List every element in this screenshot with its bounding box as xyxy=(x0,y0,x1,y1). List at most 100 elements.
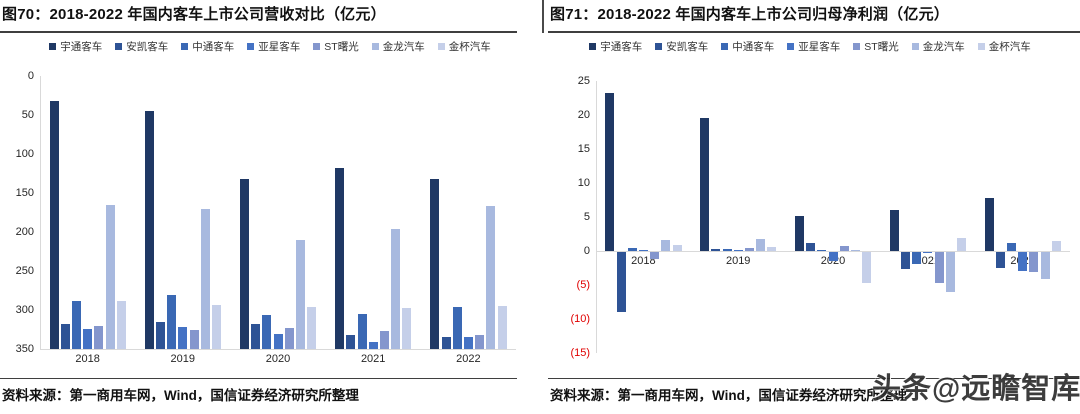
y-tick-label: 20 xyxy=(577,109,590,121)
bar xyxy=(155,322,165,349)
legend-item: 金杯汽车 xyxy=(437,39,491,54)
bar xyxy=(672,244,682,251)
source-note: 资料来源：第一商用车网，Wind，国信证券经济研究所整理 xyxy=(2,388,359,403)
bar xyxy=(144,111,154,349)
bar xyxy=(49,100,59,349)
x-tick-label: 2021 xyxy=(360,353,386,365)
bar xyxy=(794,215,804,251)
bar xyxy=(650,252,660,260)
legend-swatch-icon xyxy=(721,43,729,50)
y-tick-label: 200 xyxy=(15,226,34,238)
bar xyxy=(239,178,249,349)
legend-item: ST曙光 xyxy=(313,39,359,54)
bar xyxy=(756,238,766,251)
legend-label: ST曙光 xyxy=(864,41,899,53)
bar xyxy=(1040,252,1050,280)
legend-item: 金龙汽车 xyxy=(371,39,425,54)
x-tick-label: 2018 xyxy=(631,255,656,267)
bar xyxy=(178,327,188,349)
x-tick-label: 2021 xyxy=(915,255,941,267)
bar xyxy=(605,93,615,251)
legend-item: 金龙汽车 xyxy=(911,39,965,54)
legend-swatch-icon xyxy=(437,43,445,50)
legend-item: ST曙光 xyxy=(853,39,899,54)
legend-swatch-icon xyxy=(655,43,663,50)
bar xyxy=(638,250,648,251)
bar xyxy=(71,301,81,349)
bar xyxy=(722,248,732,251)
legend-item: 安凯客车 xyxy=(655,39,708,54)
legend-label: 宇通客车 xyxy=(600,41,643,53)
bar xyxy=(357,313,367,349)
x-axis-line xyxy=(596,251,1070,252)
legend: 宇通客车 安凯客车 中通客车 亚星客车 ST曙光 金龙汽车 金杯汽车 xyxy=(0,39,540,54)
legend-swatch-icon xyxy=(49,43,57,50)
legend-swatch-icon xyxy=(853,43,861,50)
bar xyxy=(346,334,356,349)
bar xyxy=(934,252,944,284)
bar xyxy=(273,334,283,349)
legend-label: 宇通客车 xyxy=(60,41,103,53)
legend-label: 亚星客车 xyxy=(798,41,841,53)
bar xyxy=(1051,240,1061,251)
legend-label: 安凯客车 xyxy=(666,41,709,53)
legend-label: ST曙光 xyxy=(324,41,359,53)
source-divider xyxy=(548,378,1080,379)
bar xyxy=(889,209,899,251)
bar xyxy=(700,118,710,251)
y-tick-label: 15 xyxy=(577,143,590,155)
bar xyxy=(839,246,849,251)
bar xyxy=(116,300,126,349)
bar xyxy=(956,238,966,251)
x-axis-line xyxy=(40,349,516,350)
legend-swatch-icon xyxy=(911,43,919,50)
y-tick-label: 10 xyxy=(577,177,590,189)
legend-label: 中通客车 xyxy=(192,41,235,53)
legend-label: 金杯汽车 xyxy=(448,41,491,53)
y-tick-label: (15) xyxy=(570,347,590,359)
legend-swatch-icon xyxy=(787,43,795,50)
legend: 宇通客车 安凯客车 中通客车 亚星客车 ST曙光 金龙汽车 金杯汽车 xyxy=(540,39,1080,54)
source-divider xyxy=(0,378,517,379)
panel-divider xyxy=(542,0,544,33)
legend-swatch-icon xyxy=(247,43,255,50)
legend-label: 安凯客车 xyxy=(126,41,169,53)
y-tick-label: 5 xyxy=(583,211,590,223)
bar xyxy=(475,334,485,349)
bar xyxy=(661,240,671,251)
legend-item: 亚星客车 xyxy=(247,39,300,54)
bar xyxy=(167,295,177,349)
legend-swatch-icon xyxy=(313,43,321,50)
legend-item: 安凯客车 xyxy=(115,39,168,54)
bar xyxy=(94,326,104,349)
y-tick-label: 0 xyxy=(583,245,590,257)
title-underline xyxy=(0,31,517,33)
bar xyxy=(767,246,777,251)
chart-title: 图71：2018-2022 年国内客车上市公司归母净利润（亿元） xyxy=(550,6,949,23)
bar xyxy=(391,228,401,349)
legend-swatch-icon xyxy=(589,43,597,50)
watermark: 头条@远瞻智库 xyxy=(872,373,1080,405)
y-tick-label: (5) xyxy=(576,279,590,291)
bar xyxy=(627,248,637,251)
bar xyxy=(307,306,317,349)
legend-label: 亚星客车 xyxy=(258,41,301,53)
bar xyxy=(995,252,1005,268)
bar xyxy=(862,252,872,284)
legend-label: 金杯汽车 xyxy=(988,41,1031,53)
bar xyxy=(1006,242,1016,251)
legend-label: 金龙汽车 xyxy=(922,41,965,53)
y-tick-label: 250 xyxy=(15,265,34,277)
bar xyxy=(295,239,305,349)
x-tick-label: 2022 xyxy=(456,353,481,365)
bar xyxy=(900,252,910,269)
bar xyxy=(1029,252,1039,273)
bar xyxy=(1018,252,1028,272)
bar xyxy=(486,206,496,349)
bar xyxy=(284,327,294,349)
bar xyxy=(817,249,827,251)
x-tick-label: 2020 xyxy=(265,353,291,365)
bar xyxy=(430,178,440,349)
y-tick-label: (10) xyxy=(570,313,590,325)
legend-swatch-icon xyxy=(371,43,379,50)
